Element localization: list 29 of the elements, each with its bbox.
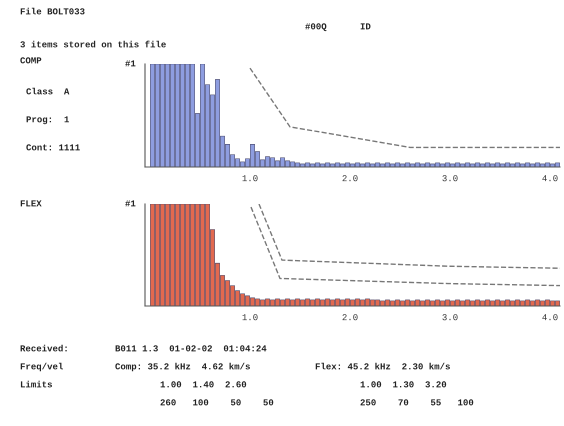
- text: Prog: 1: [26, 116, 69, 124]
- text: Received:: [20, 344, 67, 352]
- text: Class A: [26, 88, 70, 94]
- x-tick-label: 4.0: [542, 175, 558, 182]
- x-tick-label: 1.0: [242, 314, 258, 320]
- x-tick-label: 4.0: [542, 314, 558, 320]
- x-tick-label: 2.0: [342, 314, 358, 320]
- text: Limits: [20, 380, 52, 388]
- text: #1: [125, 200, 136, 206]
- text: Freq/vel: [20, 362, 63, 372]
- text: COMP: [20, 57, 42, 64]
- text: Cont: 1111: [26, 144, 80, 150]
- text: #1: [125, 60, 136, 66]
- x-tick-label: 1.0: [242, 175, 258, 182]
- text: FLEX: [20, 200, 42, 206]
- text: Flex: 45.2 kHz 2.30 km/s: [316, 362, 450, 370]
- text: 1.00 1.40 2.60: [160, 381, 246, 388]
- x-tick-label: 2.0: [342, 175, 358, 182]
- x-tick-label: 3.0: [442, 175, 458, 182]
- text: #00Q: [305, 23, 326, 32]
- text: 250 70 55 100: [360, 399, 474, 406]
- x-tick-label: 3.0: [442, 314, 458, 320]
- text: 260 100 50 50: [160, 399, 274, 406]
- text: 1.00 1.30 3.20: [360, 381, 446, 388]
- chart-subtitle: 3 items stored on this file: [20, 40, 166, 48]
- text: Comp: 35.2 kHz 4.62 km/s: [115, 362, 250, 372]
- text: ID: [360, 23, 370, 30]
- text: File BOLT033: [20, 8, 85, 14]
- text: B011 1.3 01-02-02 01:04:24: [116, 345, 266, 352]
